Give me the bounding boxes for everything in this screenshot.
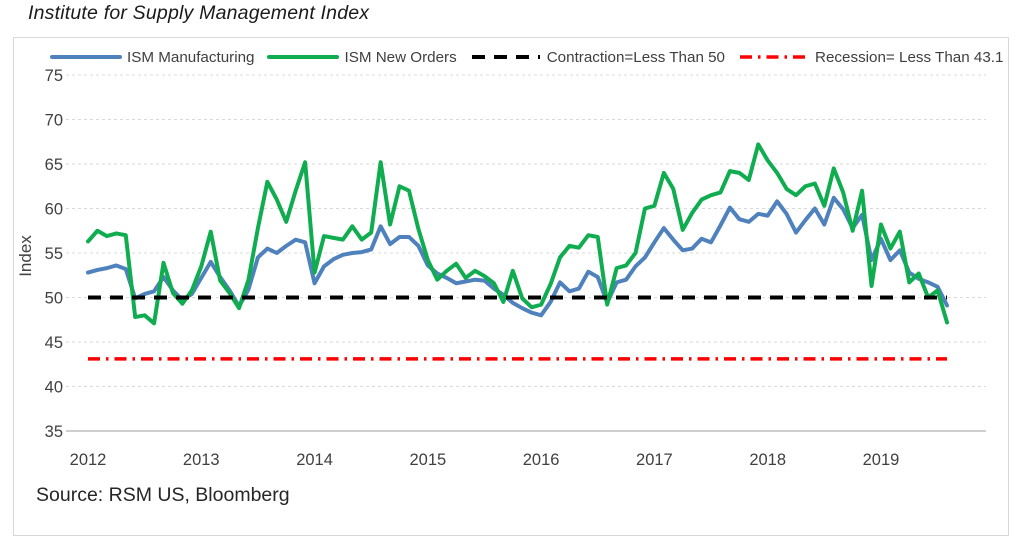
x-tick-label: 2019 [863,451,900,469]
x-tick-label: 2013 [183,451,220,469]
legend-item-ism-manufacturing: ISM Manufacturing [50,48,254,66]
dashed-line-swatch-icon [471,55,540,59]
dash-dot-line-swatch-icon [740,55,809,59]
legend-label: ISM New Orders [344,48,457,66]
x-tick-label: 2014 [296,451,333,469]
chart-legend: ISM Manufacturing ISM New Orders Contrac… [50,48,1003,66]
y-tick-label: 55 [45,245,63,263]
x-tick-label: 2015 [409,451,446,469]
line-swatch-icon [267,55,340,59]
y-tick-label: 50 [45,290,63,308]
legend-item-ism-new-orders: ISM New Orders [267,48,457,66]
chart-title: Institute for Supply Management Index [28,2,370,24]
legend-item-recession: Recession= Less Than 43.1 [738,48,1003,66]
y-tick-label: 75 [45,67,63,85]
legend-label: Recession= Less Than 43.1 [815,48,1004,66]
line-swatch-icon [50,55,122,59]
x-tick-label: 2017 [636,451,673,469]
y-tick-label: 45 [45,334,63,352]
legend-label: Contraction=Less Than 50 [546,48,726,66]
y-tick-label: 70 [45,112,63,130]
y-tick-label: 65 [45,156,63,174]
x-tick-label: 2018 [749,451,786,469]
x-tick-label: 2016 [523,451,560,469]
source-note: Source: RSM US, Bloomberg [36,484,290,506]
y-tick-label: 40 [45,379,63,397]
y-axis-title: Index [16,235,35,277]
legend-label: ISM Manufacturing [127,48,255,66]
chart-area: 35 40 45 50 55 60 65 70 75 2012 2013 2014 2015 2016 20… [13,37,1009,536]
plot-canvas: 35 40 45 50 55 60 65 70 75 2012 2013 2014 2015 2016 20… [16,67,986,469]
legend-item-contraction: Contraction=Less Than 50 [470,48,725,66]
y-tick-label: 35 [45,423,63,441]
y-tick-label: 60 [45,201,63,219]
x-tick-label: 2012 [70,451,107,469]
